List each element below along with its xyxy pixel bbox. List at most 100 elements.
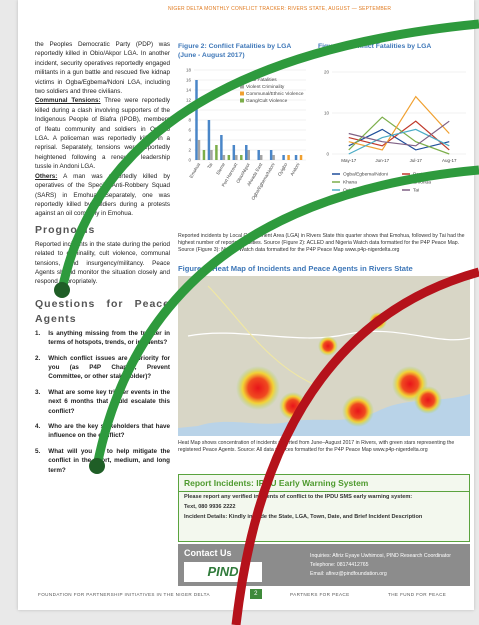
- bar: [260, 155, 262, 160]
- report-box: Report Incidents: IPDU Early Warning Sys…: [178, 474, 470, 542]
- bar: [245, 145, 247, 160]
- legend-swatch: [240, 92, 244, 96]
- bar: [195, 80, 197, 160]
- y-tick-label: 12: [186, 98, 192, 103]
- x-tick-label: Tai: [206, 162, 213, 169]
- contact-box: Contact Us PIND Inquiries: Afiriz Eyaye …: [178, 544, 470, 586]
- bar: [282, 155, 284, 160]
- x-tick-label: Emohua: [188, 162, 201, 179]
- legend-label: Port Harcourt: [413, 172, 442, 178]
- question: 1.Is anything missing from the tracker i…: [35, 329, 170, 348]
- legend-label: Violent Criminality: [246, 84, 285, 90]
- x-tick-label: May-17: [341, 158, 357, 163]
- figure-title: Figure 2: Conflict Fatalities by LGA (Ju…: [178, 42, 308, 60]
- question-number: 4.: [35, 422, 40, 441]
- report-line: Please report any verified incidents of …: [179, 492, 469, 502]
- bar: [287, 155, 289, 160]
- heat-spot: [342, 395, 374, 427]
- paragraph: Reported incidents in the state during t…: [35, 240, 170, 287]
- bar: [198, 140, 200, 160]
- bar: [233, 145, 235, 160]
- x-tick-label: Jun-17: [375, 158, 389, 163]
- contact-line: Email: afirez@pindfoundation.org: [310, 570, 451, 579]
- bar: [235, 155, 237, 160]
- question: 3.What are some key trigger events in th…: [35, 388, 170, 416]
- y-tick-label: 8: [188, 118, 191, 123]
- legend-label: Communal/Ethnic Violence: [246, 91, 304, 97]
- question-number: 1.: [35, 329, 40, 348]
- footer-text: THE FUND FOR PEACE: [388, 592, 446, 597]
- y-tick-label: 4: [188, 138, 191, 143]
- y-tick-label: 10: [186, 108, 192, 113]
- legend-swatch: [240, 78, 244, 82]
- legend-swatch: [240, 85, 244, 89]
- paragraph-lead: Communal Tensions:: [35, 97, 101, 104]
- contact-line: Inquiries: Afiriz Eyaye Uwhimosi, PIND R…: [310, 552, 451, 561]
- question: 5. What will you do to help mitigate the …: [35, 447, 170, 475]
- paragraph: the Peoples Democratic Party (PDP) was r…: [35, 40, 170, 96]
- paragraph: Others: A man was reportedly killed by o…: [35, 172, 170, 219]
- question-text: Which conflict issues are a priority for…: [48, 354, 170, 382]
- contact-line: Telephone: 08174412765: [310, 561, 451, 570]
- heat-spot: [318, 336, 338, 356]
- y-tick-label: 2: [188, 148, 191, 153]
- bar: [220, 135, 222, 160]
- y-tick-label: 14: [186, 88, 192, 93]
- paragraph: Communal Tensions: Three were reportedly…: [35, 96, 170, 171]
- bar: [210, 150, 212, 160]
- question: 2.Which conflict issues are a priority f…: [35, 354, 170, 382]
- y-tick-label: 0: [188, 158, 191, 163]
- y-tick-label: 0: [326, 152, 329, 157]
- y-tick-label: 18: [186, 68, 192, 73]
- heat-map: [178, 276, 470, 436]
- paragraph-text: Three were reportedly killed during a cl…: [35, 97, 170, 170]
- paragraph-text: the Peoples Democratic Party (PDP) was r…: [35, 41, 170, 95]
- bar: [208, 120, 210, 160]
- bar: [300, 155, 302, 160]
- bar: [272, 155, 274, 160]
- section-heading: Questions for Peace Agents: [35, 297, 170, 327]
- question: 4. Who are the key stakeholders that have…: [35, 422, 170, 441]
- figure-title: Figure 4: Heat Map of Incidents and Peac…: [178, 264, 413, 273]
- report-line: Text, 080 9936 2222: [179, 502, 469, 512]
- x-tick-label: Andoni: [289, 162, 300, 177]
- footer-text: FOUNDATION FOR PARTNERSHIP INITIATIVES I…: [38, 592, 210, 597]
- page-number: 2: [250, 589, 262, 599]
- bar: [203, 150, 205, 160]
- y-tick-label: 16: [186, 78, 192, 83]
- question-text: What will you do to help mitigate the co…: [48, 447, 170, 475]
- legend-label: Oyigbo: [343, 188, 359, 194]
- heat-spot: [236, 366, 280, 410]
- x-tick-label: Eleme: [215, 162, 226, 176]
- question-list: 1.Is anything missing from the tracker i…: [35, 329, 170, 475]
- legend-label: Khana: [343, 180, 357, 186]
- question-number: 5.: [35, 447, 40, 475]
- section-heading: Prognosis: [35, 223, 170, 238]
- y-tick-label: 10: [324, 111, 330, 116]
- contact-title: Contact Us: [184, 548, 232, 558]
- heat-spot: [414, 386, 442, 414]
- heat-spot: [369, 312, 387, 330]
- header: NIGER DELTA MONTHLY CONFLICT TRACKER: RI…: [168, 6, 391, 12]
- logo: PIND: [184, 562, 262, 582]
- question-text: Who are the key stakeholders that have i…: [48, 422, 170, 441]
- contact-lines: Inquiries: Afiriz Eyaye Uwhimosi, PIND R…: [310, 552, 451, 579]
- figure-caption: Reported incidents by Local Government A…: [178, 233, 468, 255]
- legend-swatch: [240, 99, 244, 103]
- legend-label: Emohua: [413, 180, 431, 186]
- bar: [228, 155, 230, 160]
- bar: [223, 155, 225, 160]
- bar: [295, 155, 297, 160]
- left-column: the Peoples Democratic Party (PDP) was r…: [35, 40, 170, 481]
- bar: [240, 155, 242, 160]
- x-tick-label: Aug-17: [442, 158, 457, 163]
- document-page: NIGER DELTA MONTHLY CONFLICT TRACKER: RI…: [18, 0, 474, 610]
- x-tick-label: Jul-17: [410, 158, 423, 163]
- bar: [270, 150, 272, 160]
- legend-label: Tai: [413, 188, 419, 194]
- figure-title: Figure 3: Conflict Fatalities by LGA: [318, 42, 468, 51]
- y-tick-label: 20: [324, 70, 330, 75]
- page-root: {"header": "NIGER DELTA MONTHLY CONFLICT…: [0, 0, 479, 625]
- report-title: Report Incidents: IPDU Early Warning Sys…: [179, 475, 469, 492]
